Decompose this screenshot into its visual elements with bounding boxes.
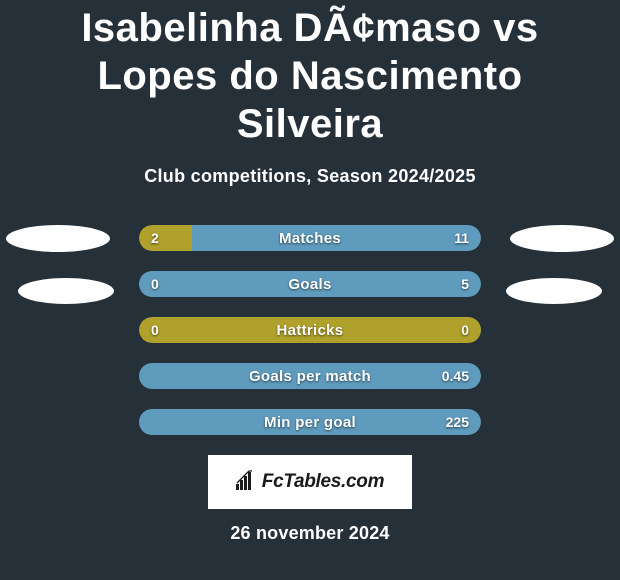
stat-label: Min per goal <box>139 409 481 435</box>
stat-row-hattricks: 0 0 Hattricks <box>139 317 481 343</box>
player-slot-left-1 <box>6 225 110 252</box>
date-label: 26 november 2024 <box>0 523 620 544</box>
stat-label: Matches <box>139 225 481 251</box>
stat-bars: 2 11 Matches 0 5 Goals 0 0 Hattricks <box>139 225 481 435</box>
stat-row-matches: 2 11 Matches <box>139 225 481 251</box>
logo-box: FcTables.com <box>208 455 412 509</box>
comparison-card: Isabelinha DÃ¢maso vs Lopes do Nasciment… <box>0 0 620 544</box>
bar-chart-icon <box>236 470 258 495</box>
logo-text: FcTables.com <box>262 471 384 493</box>
stat-row-min-per-goal: 225 Min per goal <box>139 409 481 435</box>
stat-label: Goals <box>139 271 481 297</box>
subtitle: Club competitions, Season 2024/2025 <box>0 166 620 187</box>
player-slot-right-2 <box>506 278 602 304</box>
stat-label: Goals per match <box>139 363 481 389</box>
page-title: Isabelinha DÃ¢maso vs Lopes do Nasciment… <box>0 4 620 148</box>
player-slot-right-1 <box>510 225 614 252</box>
stat-label: Hattricks <box>139 317 481 343</box>
stat-row-goals-per-match: 0.45 Goals per match <box>139 363 481 389</box>
stat-row-goals: 0 5 Goals <box>139 271 481 297</box>
stats-area: 2 11 Matches 0 5 Goals 0 0 Hattricks <box>0 225 620 435</box>
player-slot-left-2 <box>18 278 114 304</box>
